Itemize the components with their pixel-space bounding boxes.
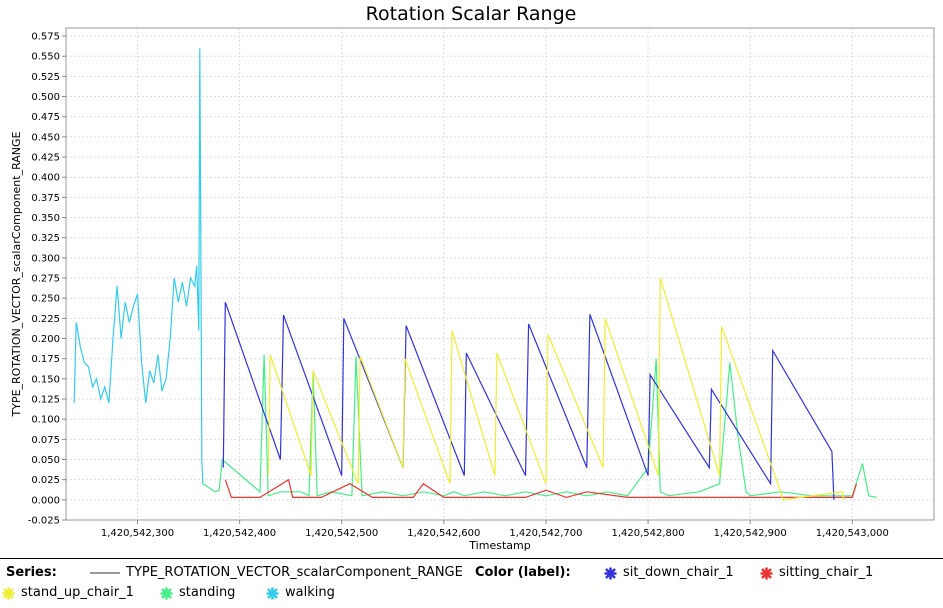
y-tick-label: 0.325 — [31, 233, 60, 244]
y-tick-label: 0.025 — [31, 475, 60, 486]
y-tick-label: 0.000 — [31, 495, 60, 506]
y-tick-label: -0.025 — [28, 516, 60, 527]
y-tick-label: 0.125 — [31, 395, 60, 406]
x-tick-label: 1,420,542,400 — [203, 528, 276, 539]
grid — [66, 28, 934, 521]
y-axis-label: TYPE_ROTATION_VECTOR_scalarComponent_RAN… — [10, 131, 23, 417]
star-icon — [266, 587, 279, 599]
x-tick-label: 1,420,542,300 — [101, 528, 174, 539]
legend-series-heading: Series: — [6, 565, 57, 580]
series-walking-line — [73, 48, 204, 484]
series-sitting-chair-1-line — [224, 478, 857, 499]
x-axis: 1,420,542,300 1,420,542,400 1,420,542,500 1… — [101, 520, 889, 539]
x-tick-label: 1,420,542,500 — [305, 528, 378, 539]
legend-label: standing — [179, 585, 236, 600]
star-icon — [604, 567, 617, 579]
y-tick-label: 0.100 — [31, 415, 60, 426]
legend-item-walking: walking — [266, 583, 335, 603]
x-axis-label: Timestamp — [468, 539, 530, 552]
legend-item-stand-up-chair-1: stand_up_chair_1 — [2, 583, 134, 603]
legend: Series: TYPE_ROTATION_VECTOR_scalarCompo… — [0, 558, 943, 608]
chart-title: Rotation Scalar Range — [366, 3, 577, 25]
y-tick-label: 0.400 — [31, 173, 60, 184]
legend-label: sit_down_chair_1 — [623, 565, 734, 580]
x-tick-label: 1,420,542,600 — [407, 528, 480, 539]
y-axis: -0.025 0.000 0.025 0.050 0.075 0.100 0.125 0.15… — [28, 32, 66, 527]
y-tick-label: 0.200 — [31, 334, 60, 345]
series-layer — [73, 48, 877, 501]
y-tick-label: 0.075 — [31, 435, 60, 446]
y-tick-label: 0.475 — [31, 112, 60, 123]
y-tick-label: 0.500 — [31, 92, 60, 103]
legend-item-standing: standing — [160, 583, 235, 603]
y-tick-label: 0.250 — [31, 294, 60, 305]
y-tick-label: 0.050 — [31, 455, 60, 466]
y-tick-label: 0.450 — [31, 132, 60, 143]
y-tick-label: 0.550 — [31, 52, 60, 63]
y-tick-label: 0.300 — [31, 253, 60, 264]
y-tick-label: 0.350 — [31, 213, 60, 224]
legend-label: walking — [285, 585, 335, 600]
x-tick-label: 1,420,543,000 — [816, 528, 889, 539]
series-standing-line — [202, 354, 877, 498]
x-tick-label: 1,420,542,800 — [611, 528, 684, 539]
legend-color-heading: Color (label): — [475, 565, 571, 580]
y-tick-label: 0.225 — [31, 314, 60, 325]
y-tick-label: 0.275 — [31, 274, 60, 285]
legend-item-sit-down-chair-1: sit_down_chair_1 — [604, 563, 734, 583]
y-tick-label: 0.375 — [31, 193, 60, 204]
star-icon — [760, 567, 773, 579]
series-stand-up-chair-1-line — [267, 277, 845, 501]
legend-series-name: TYPE_ROTATION_VECTOR_scalarComponent_RAN… — [126, 565, 463, 580]
y-tick-label: 0.175 — [31, 354, 60, 365]
y-tick-label: 0.525 — [31, 72, 60, 83]
star-icon — [2, 587, 15, 599]
legend-series-entry: TYPE_ROTATION_VECTOR_scalarComponent_RAN… — [90, 563, 463, 583]
x-tick-label: 1,420,542,900 — [714, 528, 787, 539]
legend-item-sitting-chair-1: sitting_chair_1 — [760, 563, 873, 583]
y-tick-label: 0.575 — [31, 32, 60, 43]
x-tick-label: 1,420,542,700 — [509, 528, 582, 539]
series-line-swatch — [90, 572, 120, 574]
star-icon — [160, 587, 173, 599]
legend-label: stand_up_chair_1 — [21, 585, 134, 600]
y-tick-label: 0.150 — [31, 374, 60, 385]
legend-label: sitting_chair_1 — [779, 565, 874, 580]
plot-area — [65, 27, 935, 521]
y-tick-label: 0.425 — [31, 153, 60, 164]
series-sit-down-chair-1-line — [222, 302, 835, 500]
